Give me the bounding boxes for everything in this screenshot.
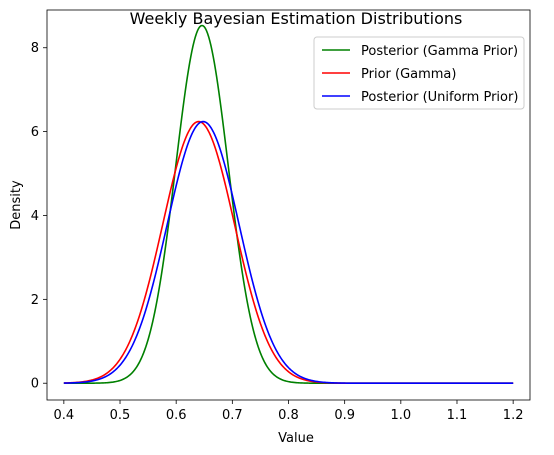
legend-label-prior-gamma: Prior (Gamma) [361, 67, 456, 82]
y-tick-label: 2 [31, 293, 39, 308]
x-tick-label: 0.7 [222, 408, 243, 423]
y-tick-label: 8 [31, 41, 39, 56]
legend-label-posterior-uniform: Posterior (Uniform Prior) [361, 90, 518, 105]
legend: Posterior (Gamma Prior) Prior (Gamma) Po… [313, 36, 525, 110]
y-axis-label: Density [9, 180, 24, 230]
x-tick-label: 0.9 [334, 408, 355, 423]
y-tick-label: 6 [31, 125, 39, 140]
x-tick-label: 0.5 [110, 408, 131, 423]
x-tick-label: 1.2 [503, 408, 524, 423]
x-tick-label: 1.1 [447, 408, 468, 423]
y-tick-label: 4 [31, 209, 39, 224]
x-tick-label: 1.0 [390, 408, 411, 423]
x-axis-label: Value [278, 431, 314, 446]
y-tick-label: 0 [31, 377, 39, 392]
legend-box [313, 36, 525, 110]
x-tick-label: 0.4 [54, 408, 75, 423]
series-layer [63, 24, 514, 385]
series-line-2 [63, 120, 514, 385]
x-tick-label: 0.6 [166, 408, 187, 423]
chart-title: Weekly Bayesian Estimation Distributions [130, 9, 463, 28]
x-tick-label: 0.8 [278, 408, 299, 423]
legend-label-posterior-gamma: Posterior (Gamma Prior) [361, 44, 518, 59]
x-axis: 0.4 0.5 0.6 0.7 0.8 0.9 1.0 1.1 1.2 [54, 400, 524, 423]
y-axis: 0 2 4 6 8 [31, 41, 47, 392]
